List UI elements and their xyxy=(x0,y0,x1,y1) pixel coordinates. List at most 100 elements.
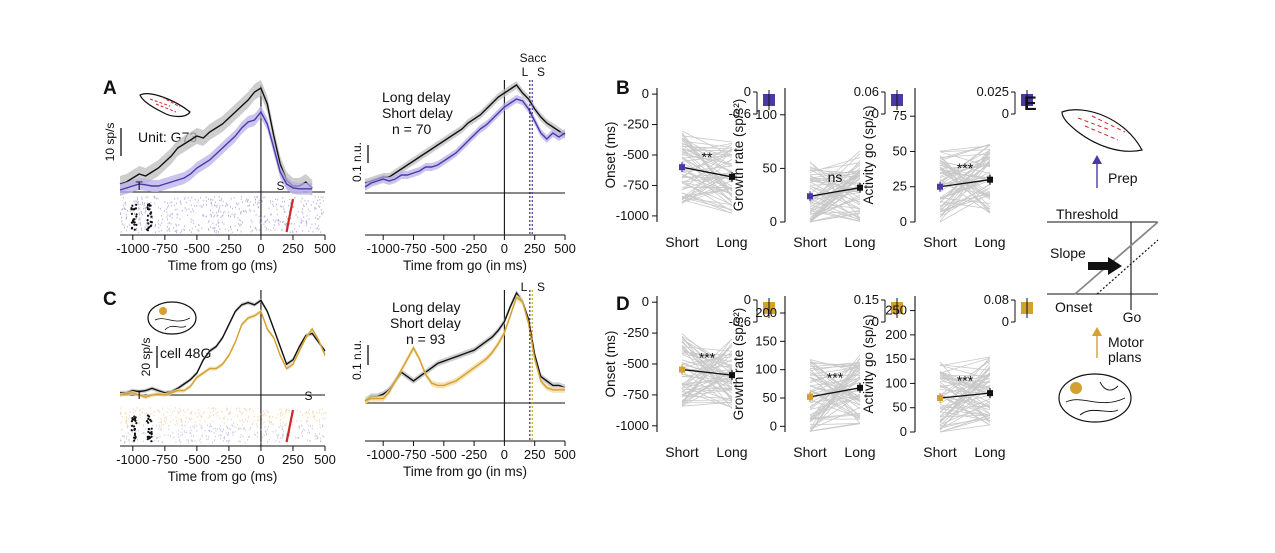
raster-spike xyxy=(177,433,179,436)
x-tick-label: 500 xyxy=(554,241,576,256)
raster-spike xyxy=(149,407,151,409)
raster-spike xyxy=(145,428,147,430)
raster-spike xyxy=(323,200,325,202)
raster-spike xyxy=(258,229,260,232)
raster-spike xyxy=(226,425,228,428)
panel-label-A: A xyxy=(103,78,117,99)
raster-spike xyxy=(180,231,182,234)
raster-spike xyxy=(167,225,168,228)
raster-spike xyxy=(219,199,221,202)
raster-spike xyxy=(314,206,316,209)
onset-label: Onset xyxy=(1055,299,1092,315)
raster-spike xyxy=(268,411,269,413)
raster-spike xyxy=(174,198,176,200)
raster-spike xyxy=(262,421,264,424)
legend-short: Short delay xyxy=(382,105,453,121)
raster-spike xyxy=(166,216,168,218)
raster-spike xyxy=(137,201,139,203)
raster-spike xyxy=(227,418,229,421)
raster-spike xyxy=(134,212,135,215)
pair-line xyxy=(809,198,861,221)
series-line-long xyxy=(119,86,313,189)
pair-line xyxy=(809,161,861,205)
raster-spike xyxy=(173,410,175,412)
y-tick-label: -250 xyxy=(623,325,649,340)
raster-spike xyxy=(143,204,145,207)
raster-spike xyxy=(146,222,147,224)
x-tick-label: 250 xyxy=(524,241,546,256)
raster-spike xyxy=(139,203,141,206)
raster-spike xyxy=(281,206,282,208)
raster-spike xyxy=(278,222,280,225)
category-long: Long xyxy=(844,444,875,460)
raster-spike xyxy=(259,222,261,224)
raster-spike xyxy=(120,413,122,415)
raster-spike xyxy=(184,198,186,200)
raster-spike xyxy=(245,408,247,411)
raster-spike xyxy=(202,199,204,202)
raster-spike xyxy=(320,209,322,211)
target-onset-dot xyxy=(148,204,151,207)
raster-spike xyxy=(308,230,310,233)
raster-spike xyxy=(125,208,126,210)
raster-spike xyxy=(234,216,235,218)
pair-line xyxy=(809,150,861,195)
raster-spike xyxy=(227,434,228,436)
raster-spike xyxy=(138,212,140,214)
raster-spike xyxy=(130,424,132,426)
raster-spike xyxy=(243,408,245,410)
raster-spike xyxy=(308,218,310,220)
raster-spike xyxy=(247,201,248,203)
raster-spike xyxy=(283,435,284,437)
raster-spike xyxy=(137,203,139,206)
raster-spike xyxy=(139,410,141,412)
raster-spike xyxy=(194,424,196,426)
raster-spike xyxy=(190,419,192,421)
raster-spike xyxy=(260,202,262,204)
pair-line xyxy=(681,172,733,204)
raster-spike xyxy=(208,229,209,231)
raster-spike xyxy=(150,216,151,219)
raster-spike xyxy=(293,411,295,414)
raster-spike xyxy=(232,432,234,434)
raster-spike xyxy=(283,421,284,424)
raster-spike xyxy=(240,411,241,413)
raster-spike xyxy=(260,217,262,219)
target-onset-dot xyxy=(134,435,137,439)
scale-bar-label: 10 sp/s xyxy=(103,123,117,162)
raster-spike xyxy=(208,435,210,438)
scale-bar-label: 0.1 n.u. xyxy=(350,142,364,182)
raster-spike xyxy=(174,424,176,426)
raster-spike xyxy=(199,205,201,207)
raster-spike xyxy=(236,407,237,410)
raster-spike xyxy=(199,419,201,422)
saccade-marker xyxy=(285,198,295,233)
legend-long: Long delay xyxy=(392,299,461,315)
raster-spike xyxy=(254,433,255,435)
raster-spike xyxy=(212,441,214,444)
raster-spike xyxy=(166,211,168,213)
raster-spike xyxy=(145,224,147,227)
x-tick-label: -250 xyxy=(216,241,242,256)
mean-marker-short xyxy=(807,393,813,400)
raster-spike xyxy=(295,436,296,439)
raster-spike xyxy=(225,205,226,208)
raster-spike xyxy=(137,198,138,201)
raster-spike xyxy=(216,411,218,414)
raster-spike xyxy=(160,428,162,431)
raster-spike xyxy=(269,199,271,202)
raster-spike xyxy=(198,224,200,226)
raster-spike xyxy=(214,214,216,217)
raster-spike xyxy=(258,199,260,201)
y-tick-label: -500 xyxy=(623,147,649,162)
raster-spike xyxy=(207,221,209,223)
pair-line xyxy=(939,356,991,367)
raster-spike xyxy=(169,222,171,224)
mean-marker-long xyxy=(987,390,993,397)
brain-area-marker xyxy=(1070,382,1082,394)
raster-spike xyxy=(155,223,156,226)
pair-line xyxy=(939,424,991,433)
raster-spike xyxy=(126,419,127,422)
raster-spike xyxy=(247,205,249,207)
raster-spike xyxy=(199,424,201,427)
